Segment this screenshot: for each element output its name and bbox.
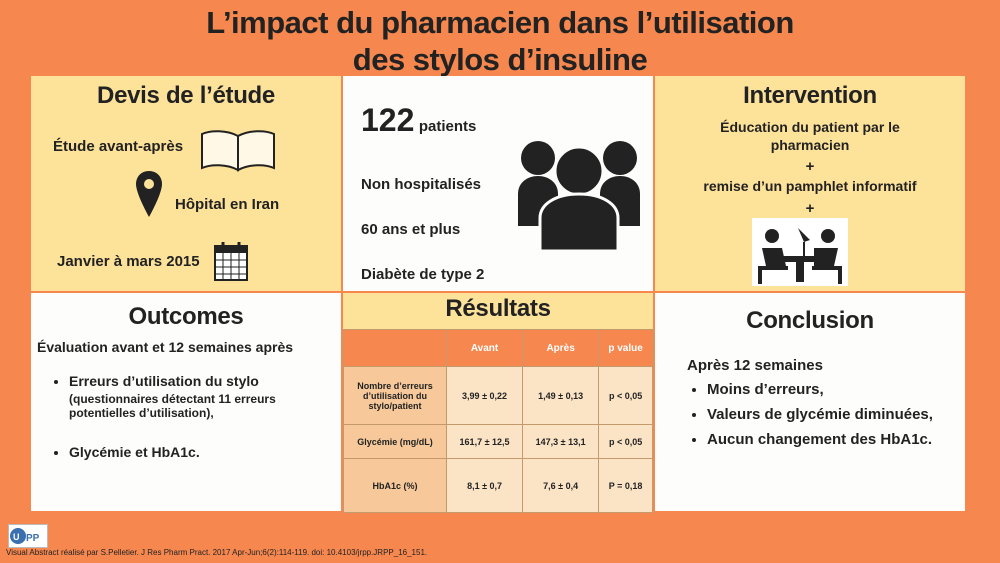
map-pin-icon — [136, 171, 162, 217]
meeting-icon — [752, 218, 848, 286]
intervention-plus-1: + — [805, 158, 815, 175]
row-label: HbA1c (%) — [343, 458, 447, 513]
book-icon — [201, 130, 275, 172]
outcome-1-note: (questionnaires détectant 11 erreurs pot… — [69, 392, 276, 420]
citation: Visual Abstract réalisé par S.Pelletier.… — [6, 548, 428, 557]
cell-apres: 147,3 ± 13,1 — [522, 424, 600, 459]
title-line-1: L’impact du pharmacien dans l’utilisatio… — [206, 5, 794, 40]
col-p: p value — [598, 329, 653, 367]
urpp-logo: U PP — [8, 524, 48, 548]
cell-p: p < 0,05 — [598, 366, 653, 425]
cell-avant: 8,1 ± 0,7 — [445, 458, 524, 513]
results-panel: Résultats Avant Après p value Nombre d’e… — [343, 293, 653, 513]
intervention-panel: Intervention Éducation du patient par le… — [655, 76, 965, 291]
study-period: Janvier à mars 2015 — [57, 253, 200, 270]
criterion-1: Non hospitalisés — [361, 176, 482, 193]
outcome-item: Erreurs d’utilisation du stylo (question… — [69, 373, 339, 420]
conclusion-item-3: Aucun changement des HbA1c. — [707, 431, 977, 448]
conclusion-panel: Conclusion Après 12 semaines Moins d’err… — [655, 293, 965, 511]
row-label: Nombre d’erreurs d’utilisation du stylo/… — [343, 366, 447, 425]
intervention-line-1: Éducation du patient par le pharmacien — [720, 119, 900, 153]
title-line-2: des stylos d’insuline — [352, 42, 648, 77]
svg-text:PP: PP — [26, 533, 40, 544]
results-table: Avant Après p value Nombre d’erreurs d’u… — [343, 329, 653, 513]
results-corner — [343, 329, 447, 367]
devis-panel: Devis de l’étude Étude avant-après Hôpit… — [31, 76, 341, 291]
outcomes-subtitle: Évaluation avant et 12 semaines après — [37, 339, 294, 355]
col-apres: Après — [522, 329, 600, 367]
conclusion-item-1: Moins d’erreurs, — [707, 381, 977, 398]
patient-count: 122 — [361, 102, 415, 138]
cell-p: P = 0,18 — [598, 458, 653, 513]
outcomes-panel: Outcomes Évaluation avant et 12 semaines… — [31, 293, 341, 511]
criterion-3: Diabète de type 2 — [361, 266, 485, 283]
study-type: Étude avant-après — [53, 138, 184, 155]
col-avant: Avant — [445, 329, 524, 367]
patients-panel: 122 patients Non hospitalisés 60 ans et … — [343, 76, 653, 291]
outcomes-list: Erreurs d’utilisation du stylo (question… — [49, 373, 339, 468]
table-row: Glycémie (mg/dL) 161,7 ± 12,5 147,3 ± 13… — [343, 424, 653, 459]
cell-apres: 7,6 ± 0,4 — [522, 458, 600, 513]
table-row: HbA1c (%) 8,1 ± 0,7 7,6 ± 0,4 P = 0,18 — [343, 458, 653, 513]
intervention-line-2: remise d’un pamphlet informatif — [703, 178, 917, 194]
conclusion-intro: Après 12 semaines — [687, 357, 823, 374]
devis-heading: Devis de l’étude — [97, 82, 275, 109]
outcome-2: Glycémie et HbA1c. — [69, 444, 200, 460]
patient-count-label: patients — [418, 118, 477, 135]
table-row: Nombre d’erreurs d’utilisation du stylo/… — [343, 366, 653, 425]
outcome-item: Glycémie et HbA1c. — [69, 444, 339, 460]
cell-avant: 3,99 ± 0,22 — [445, 366, 524, 425]
row-label: Glycémie (mg/dL) — [343, 424, 447, 459]
intervention-heading: Intervention — [743, 82, 877, 109]
results-heading: Résultats — [445, 295, 551, 322]
outcome-1: Erreurs d’utilisation du stylo — [69, 373, 259, 389]
patient-count-line: 122 patients — [361, 102, 476, 139]
cell-avant: 161,7 ± 12,5 — [445, 424, 524, 459]
svg-text:U: U — [13, 532, 20, 542]
conclusion-item-2: Valeurs de glycémie diminuées, — [707, 406, 977, 423]
study-location: Hôpital en Iran — [175, 196, 280, 213]
outcomes-heading: Outcomes — [128, 303, 244, 330]
conclusion-heading: Conclusion — [746, 307, 874, 334]
calendar-icon — [214, 242, 248, 281]
cell-apres: 1,49 ± 0,13 — [522, 366, 600, 425]
group-people-icon — [518, 141, 640, 251]
cell-p: p < 0,05 — [598, 424, 653, 459]
conclusion-list: Moins d’erreurs, Valeurs de glycémie dim… — [687, 381, 977, 456]
intervention-plus-2: + — [805, 200, 815, 217]
page-title: L’impact du pharmacien dans l’utilisatio… — [0, 4, 1000, 78]
criterion-2: 60 ans et plus — [361, 221, 461, 238]
